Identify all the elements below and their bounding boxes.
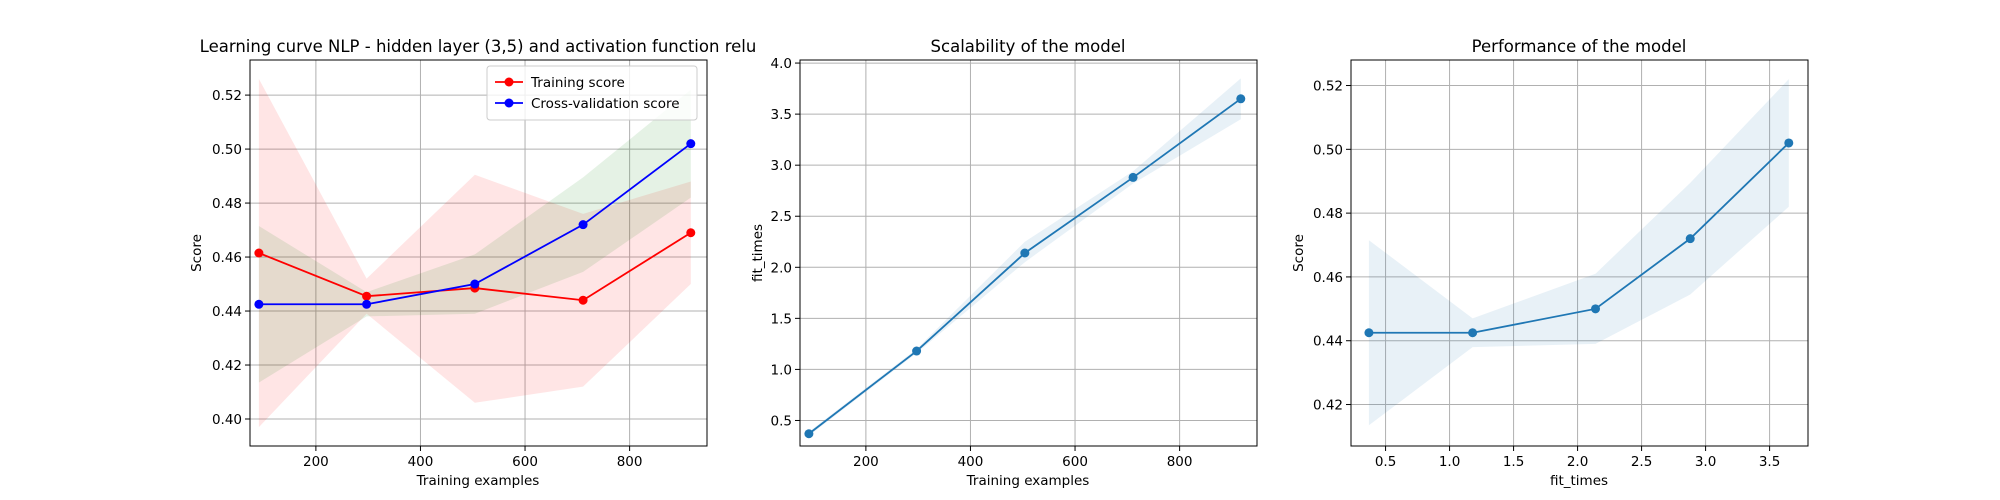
y-tick-label: 1.0 (771, 362, 792, 378)
x-tick-label: 200 (853, 454, 879, 470)
scalability-panel: Scalability of the model Training exampl… (750, 37, 1258, 489)
data-point (1020, 248, 1030, 258)
data-point (254, 299, 264, 309)
y-tick-label: 0.52 (1313, 79, 1343, 95)
data-point (578, 295, 588, 305)
data-point (254, 248, 264, 258)
learning-curve-panel: Learning curve NLP - hidden layer (3,5) … (189, 37, 756, 489)
data-point (578, 220, 588, 230)
x-tick-label: 3.0 (1695, 454, 1716, 470)
data-point (1685, 234, 1695, 244)
x-axis-label: Training examples (966, 473, 1090, 489)
y-tick-label: 1.5 (771, 311, 792, 327)
legend-box (486, 65, 698, 121)
y-tick-label: 3.5 (771, 107, 792, 123)
legend: Training score Cross-validation score (486, 65, 698, 121)
y-tick-label: 0.42 (212, 358, 242, 374)
data-point (686, 228, 696, 238)
x-tick-label: 400 (958, 454, 984, 470)
legend-marker (504, 98, 514, 108)
y-tick-label: 0.50 (212, 142, 242, 158)
x-tick-label: 2.0 (1567, 454, 1588, 470)
data-point (362, 299, 372, 309)
y-tick-label: 2.0 (771, 260, 792, 276)
data-point (686, 139, 696, 149)
data-point (362, 291, 372, 301)
x-tick-label: 1.5 (1503, 454, 1524, 470)
data-point (1236, 94, 1246, 104)
chart-title: Performance of the model (1472, 37, 1687, 56)
x-axis-label: Training examples (416, 473, 540, 489)
y-tick-label: 2.5 (771, 209, 792, 225)
data-point (1364, 328, 1374, 338)
legend-label: Training score (530, 75, 625, 91)
x-axis-label: fit_times (1550, 473, 1608, 489)
y-tick-label: 0.48 (1313, 206, 1343, 222)
confidence-band (1368, 79, 1789, 426)
y-tick-label: 4.0 (771, 56, 792, 72)
y-axis-label: fit_times (750, 224, 766, 282)
x-tick-label: 3.5 (1759, 454, 1780, 470)
y-tick-label: 0.48 (212, 196, 242, 212)
data-point (1591, 304, 1601, 314)
x-tick-label: 1.0 (1439, 454, 1460, 470)
x-tick-label: 0.5 (1375, 454, 1396, 470)
data-point (1128, 172, 1138, 182)
legend-label: Cross-validation score (531, 96, 680, 112)
data-point (912, 346, 922, 356)
x-tick-label: 2.5 (1631, 454, 1652, 470)
x-tick-label: 800 (617, 454, 643, 470)
y-tick-label: 0.40 (212, 412, 242, 428)
y-tick-label: 0.46 (1313, 270, 1343, 286)
axes-frame (1350, 59, 1809, 447)
chart-title: Learning curve NLP - hidden layer (3,5) … (200, 37, 757, 56)
y-tick-label: 3.0 (771, 158, 792, 174)
y-tick-label: 0.44 (1313, 334, 1343, 350)
confidence-band (258, 78, 691, 428)
axes-frame (799, 59, 1258, 447)
chart-title: Scalability of the model (931, 37, 1126, 56)
x-tick-label: 800 (1167, 454, 1193, 470)
y-tick-label: 0.42 (1313, 398, 1343, 414)
data-point (1468, 328, 1478, 338)
y-tick-label: 0.50 (1313, 142, 1343, 158)
x-tick-label: 600 (1062, 454, 1088, 470)
legend-marker (504, 77, 514, 87)
axes-frame (249, 59, 708, 447)
data-point (804, 429, 814, 439)
x-tick-label: 200 (303, 454, 329, 470)
y-axis-label: Score (189, 234, 205, 272)
x-tick-label: 400 (408, 454, 434, 470)
confidence-band (258, 89, 691, 383)
y-tick-label: 0.46 (212, 250, 242, 266)
y-tick-label: 0.44 (212, 304, 242, 320)
y-tick-label: 0.5 (771, 413, 792, 429)
performance-panel: Performance of the model fit_times Score… (1291, 37, 1809, 489)
y-tick-label: 0.52 (212, 88, 242, 104)
data-point (470, 279, 480, 289)
x-tick-label: 600 (512, 454, 538, 470)
y-axis-label: Score (1291, 234, 1307, 272)
data-point (1784, 138, 1794, 148)
